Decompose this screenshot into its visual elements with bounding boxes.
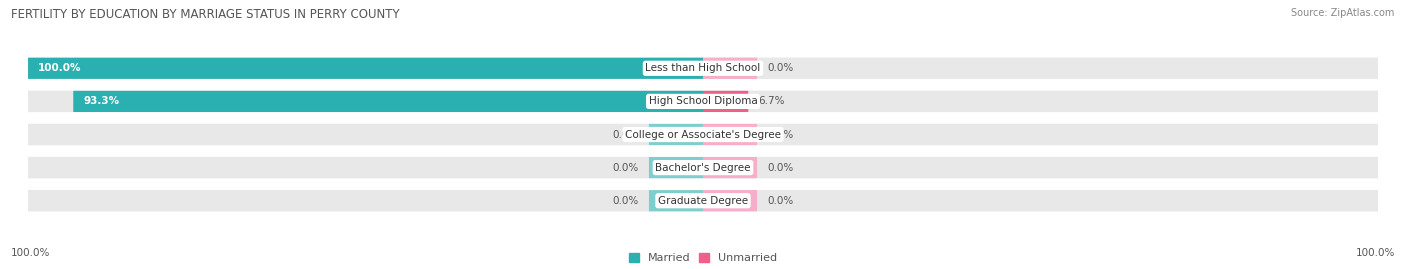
Text: 0.0%: 0.0% bbox=[768, 63, 793, 73]
Text: High School Diploma: High School Diploma bbox=[648, 96, 758, 107]
Text: 100.0%: 100.0% bbox=[1355, 248, 1395, 258]
Text: Less than High School: Less than High School bbox=[645, 63, 761, 73]
Text: 0.0%: 0.0% bbox=[613, 129, 638, 140]
FancyBboxPatch shape bbox=[650, 157, 703, 178]
Text: FERTILITY BY EDUCATION BY MARRIAGE STATUS IN PERRY COUNTY: FERTILITY BY EDUCATION BY MARRIAGE STATU… bbox=[11, 8, 399, 21]
Text: 0.0%: 0.0% bbox=[768, 196, 793, 206]
Text: 0.0%: 0.0% bbox=[613, 196, 638, 206]
Text: 6.7%: 6.7% bbox=[758, 96, 785, 107]
FancyBboxPatch shape bbox=[703, 190, 756, 211]
Text: 0.0%: 0.0% bbox=[613, 162, 638, 173]
FancyBboxPatch shape bbox=[28, 124, 1378, 145]
FancyBboxPatch shape bbox=[703, 58, 756, 79]
Text: 0.0%: 0.0% bbox=[768, 129, 793, 140]
Legend: Married, Unmarried: Married, Unmarried bbox=[628, 253, 778, 263]
FancyBboxPatch shape bbox=[73, 91, 703, 112]
Text: College or Associate's Degree: College or Associate's Degree bbox=[626, 129, 780, 140]
Text: 93.3%: 93.3% bbox=[83, 96, 120, 107]
Text: 100.0%: 100.0% bbox=[38, 63, 82, 73]
FancyBboxPatch shape bbox=[28, 91, 1378, 112]
Text: Graduate Degree: Graduate Degree bbox=[658, 196, 748, 206]
FancyBboxPatch shape bbox=[28, 58, 703, 79]
Text: Bachelor's Degree: Bachelor's Degree bbox=[655, 162, 751, 173]
Text: Source: ZipAtlas.com: Source: ZipAtlas.com bbox=[1291, 8, 1395, 18]
Text: 100.0%: 100.0% bbox=[11, 248, 51, 258]
FancyBboxPatch shape bbox=[703, 157, 756, 178]
Text: 0.0%: 0.0% bbox=[768, 162, 793, 173]
FancyBboxPatch shape bbox=[28, 157, 1378, 178]
FancyBboxPatch shape bbox=[650, 124, 703, 145]
FancyBboxPatch shape bbox=[703, 91, 748, 112]
FancyBboxPatch shape bbox=[650, 190, 703, 211]
FancyBboxPatch shape bbox=[28, 190, 1378, 211]
FancyBboxPatch shape bbox=[703, 124, 756, 145]
FancyBboxPatch shape bbox=[28, 58, 1378, 79]
